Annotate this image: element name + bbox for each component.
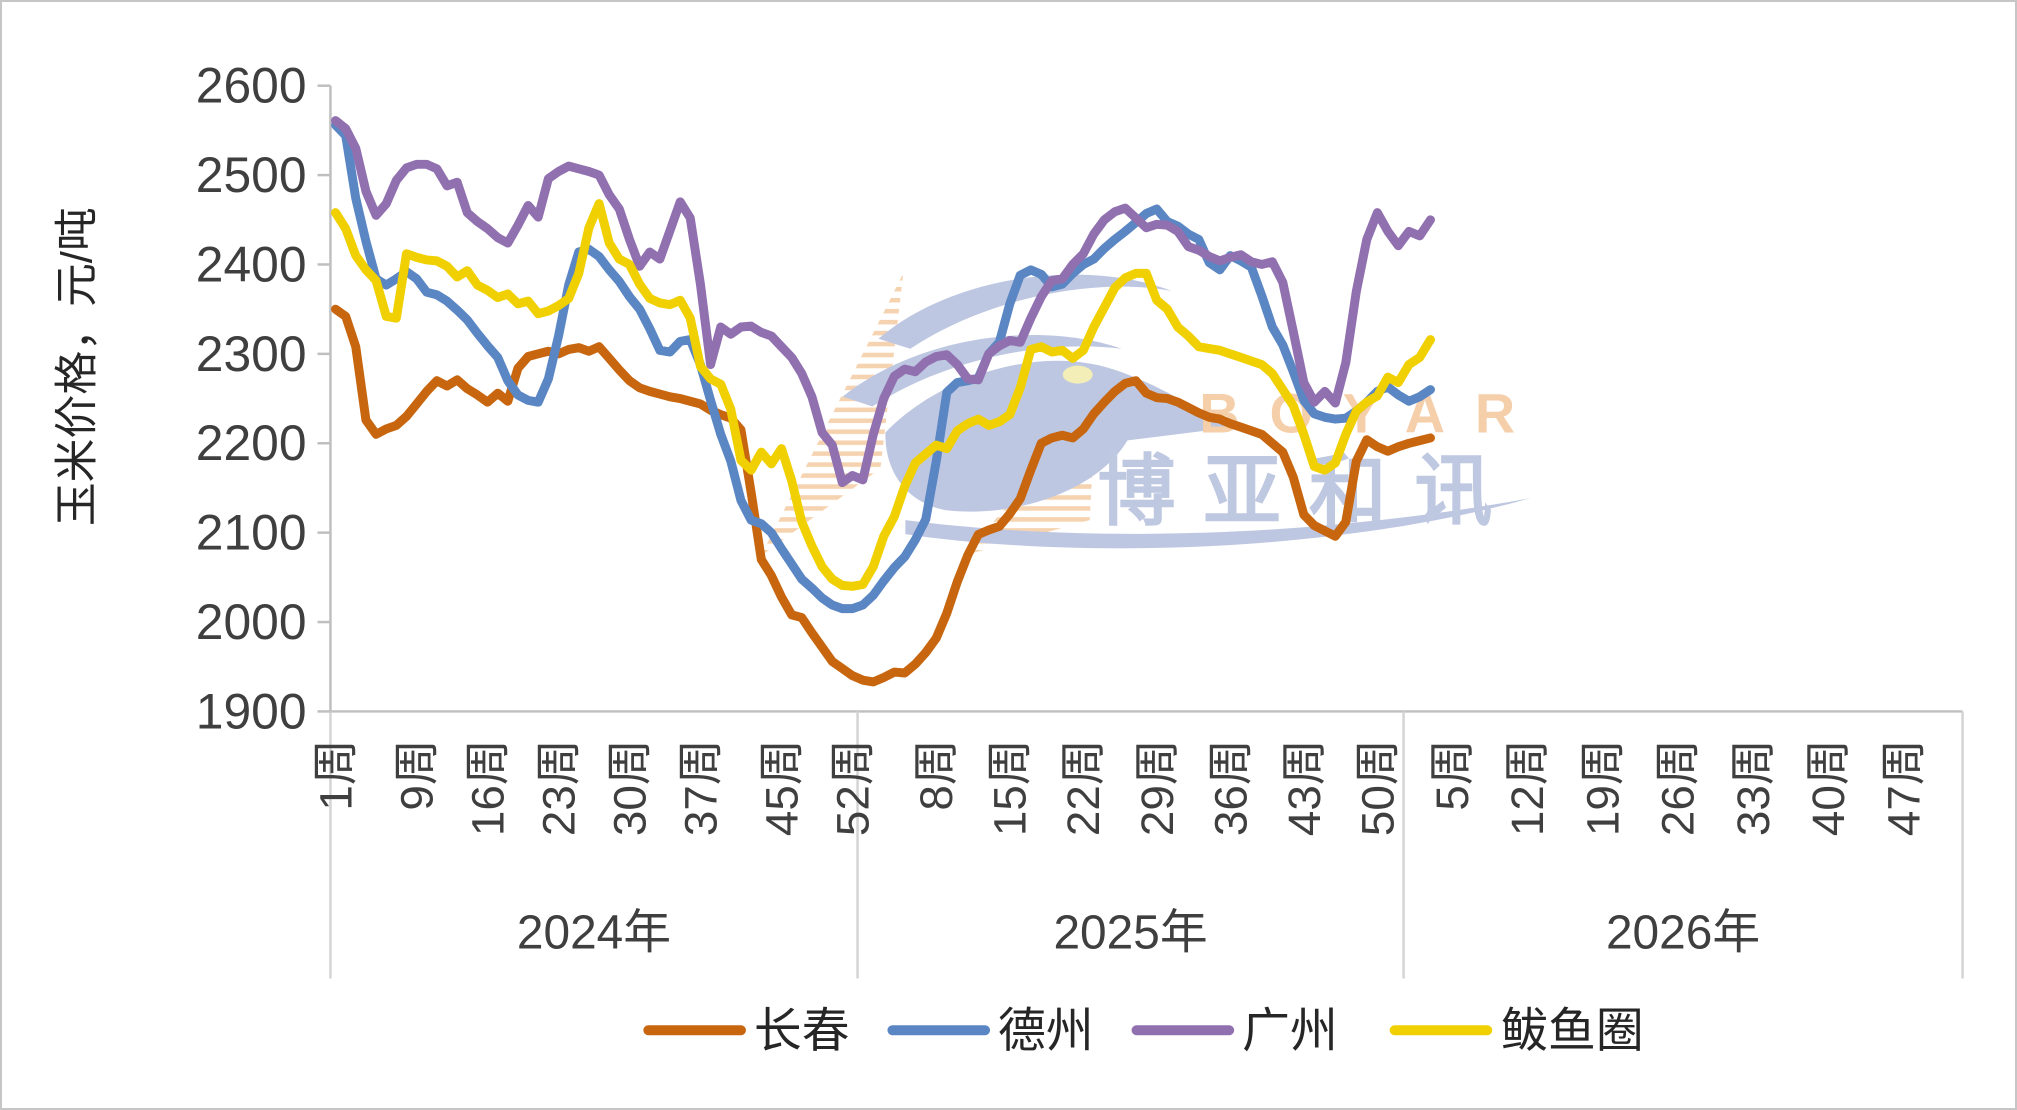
week-tick-label: 43周 <box>1279 739 1330 836</box>
y-axis-title: 玉米价格，元/吨 <box>52 207 101 526</box>
week-tick-label: 8周 <box>911 739 962 810</box>
week-tick-label: 5周 <box>1427 739 1478 810</box>
legend-label: 德州 <box>998 1005 1094 1058</box>
y-tick-label: 2000 <box>196 594 307 650</box>
bird-upper-wing <box>878 274 1172 349</box>
week-tick-label: 15周 <box>985 739 1036 836</box>
series-line-鲅鱼圈 <box>331 199 1435 591</box>
legend-item: 广州 <box>1131 1005 1338 1058</box>
legend: 长春 德州 广州 鲅鱼圈 <box>643 1005 1644 1058</box>
x-axis-year-labels: 2024年 2025年 2026年 <box>517 907 1760 960</box>
y-tick-label: 2500 <box>196 147 307 203</box>
year-label: 2025年 <box>1053 907 1207 960</box>
week-tick-label: 23周 <box>533 739 584 836</box>
series-line-德州 <box>331 120 1435 614</box>
y-tick-label: 2600 <box>196 58 307 114</box>
legend-item: 鲅鱼圈 <box>1389 1005 1644 1058</box>
series-line-广州 <box>331 116 1435 488</box>
y-tick-label: 2200 <box>196 415 307 471</box>
week-tick-label: 29周 <box>1132 739 1183 836</box>
week-tick-label: 50周 <box>1352 739 1403 836</box>
week-tick-label: 45周 <box>756 739 807 836</box>
series-lines <box>331 116 1435 687</box>
week-tick-label: 19周 <box>1577 739 1628 836</box>
week-tick-label: 16周 <box>463 739 514 836</box>
legend-label: 鲅鱼圈 <box>1500 1005 1643 1058</box>
week-tick-label: 12周 <box>1502 739 1553 836</box>
series-line-长春 <box>331 304 1435 687</box>
year-label: 2024年 <box>517 907 671 960</box>
y-axis-tick-labels: 1900 2000 2100 2200 2300 2400 2500 2600 <box>196 58 331 739</box>
legend-label: 长春 <box>754 1005 850 1058</box>
week-tick-label: 52周 <box>827 739 878 836</box>
week-tick-label: 37周 <box>675 739 726 836</box>
week-tick-label: 30周 <box>604 739 655 836</box>
week-tick-label: 36周 <box>1205 739 1256 836</box>
bird-eye <box>1062 365 1093 384</box>
week-tick-label: 40周 <box>1803 739 1854 836</box>
week-tick-label: 33周 <box>1728 739 1779 836</box>
week-tick-label: 47周 <box>1878 739 1929 836</box>
bird-tail-swoosh <box>905 498 1531 549</box>
week-tick-label: 1周 <box>310 739 361 810</box>
axes <box>329 85 1964 979</box>
y-tick-label: 1900 <box>196 683 307 739</box>
week-tick-label: 22周 <box>1058 739 1109 836</box>
x-axis-week-labels: 1周 9周 16周 23周 30周 37周 45周 52周 8周 15周 22周 29周 36周 43周 5… <box>310 739 1929 836</box>
y-tick-label: 2400 <box>196 236 307 292</box>
y-tick-label: 2100 <box>196 505 307 561</box>
week-tick-label: 26周 <box>1653 739 1704 836</box>
legend-item: 德州 <box>887 1005 1094 1058</box>
legend-label: 广州 <box>1242 1005 1338 1058</box>
legend-item: 长春 <box>643 1005 850 1058</box>
y-tick-label: 2300 <box>196 326 307 382</box>
week-tick-label: 9周 <box>392 739 443 810</box>
year-label: 2026年 <box>1606 907 1760 960</box>
